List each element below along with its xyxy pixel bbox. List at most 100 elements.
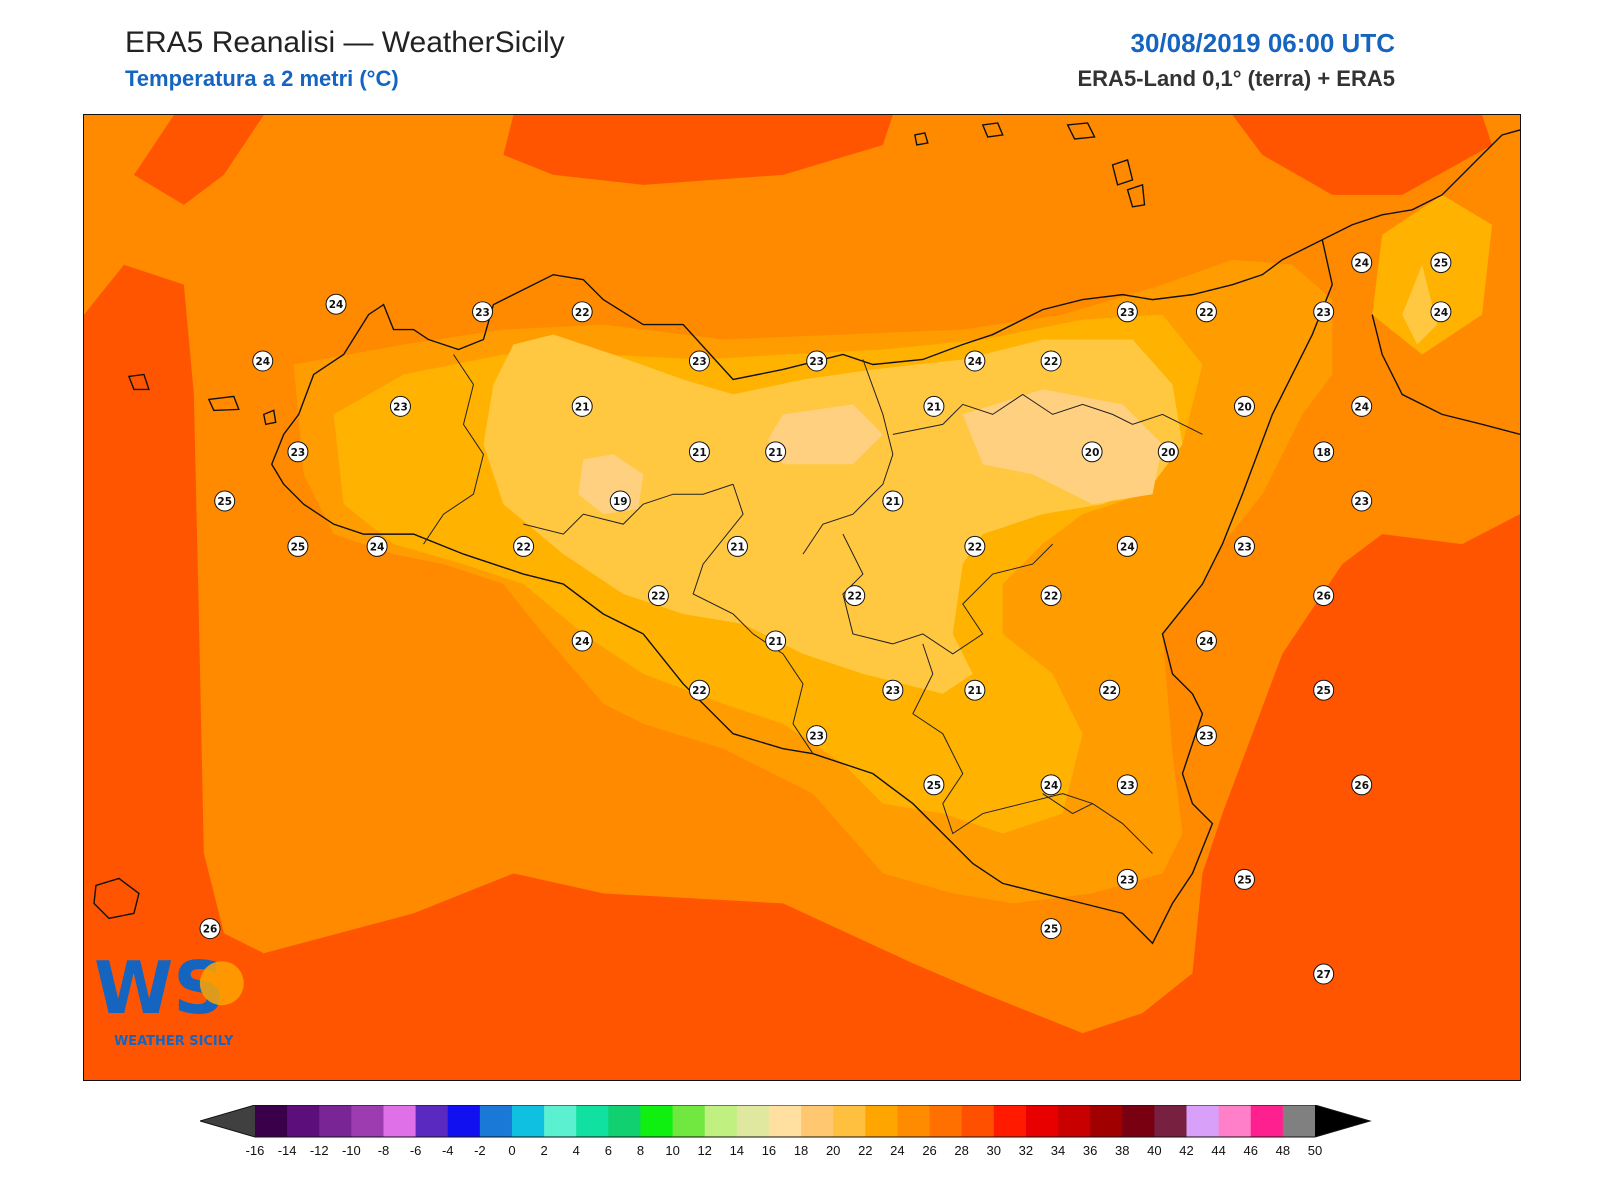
colorbar-swatch <box>576 1105 609 1137</box>
colorbar-swatch <box>1186 1105 1220 1137</box>
station-marker: 24 <box>964 350 986 372</box>
colorbar-swatch <box>1218 1105 1252 1137</box>
colorbar-tick-label: 46 <box>1244 1143 1258 1158</box>
station-dot <box>1313 441 1335 463</box>
colorbar-swatch <box>961 1105 995 1137</box>
station-marker: 25 <box>287 535 309 557</box>
station-marker: 22 <box>1040 585 1062 607</box>
station-marker: 25 <box>923 774 945 796</box>
station-marker: 24 <box>1430 301 1452 323</box>
station-dot <box>1116 774 1138 796</box>
colorbar-swatch <box>255 1105 288 1137</box>
station-value: 21 <box>768 447 783 459</box>
temperature-map[interactable]: 24 23 22 24 23 21 23 23 24 22 23 22 23 24 25 24 23 21 21 21… <box>84 115 1520 1080</box>
colorbar-swatch <box>351 1105 384 1137</box>
station-dot <box>688 679 710 701</box>
station-value: 22 <box>968 541 983 553</box>
station-dot <box>1157 441 1179 463</box>
map-title: ERA5 Reanalisi — WeatherSicily <box>125 26 565 59</box>
station-value: 20 <box>1085 447 1100 459</box>
border-agrigento-caltanissetta <box>782 653 814 754</box>
colorbar-swatch <box>319 1105 352 1137</box>
colorbar-swatch <box>544 1105 577 1137</box>
colorbar-swatch <box>1090 1105 1123 1137</box>
border-palermo-caltanissetta <box>692 484 784 655</box>
station-dot <box>252 350 274 372</box>
station-dot <box>472 301 494 323</box>
station-dot <box>1351 774 1373 796</box>
sea-warm-south <box>84 514 1520 1080</box>
station-value: 27 <box>1316 969 1331 981</box>
warm-pocket-ne <box>1372 194 1493 355</box>
station-value: 24 <box>1044 780 1059 792</box>
station-dot <box>1099 679 1121 701</box>
colorbar-tick-label: 50 <box>1308 1143 1322 1158</box>
station-value: 23 <box>886 685 901 697</box>
station-dot <box>688 441 710 463</box>
station-markers: 24 23 22 24 23 21 23 23 24 22 23 22 23 24 25 24 23 21 21 21… <box>199 252 1452 985</box>
colorbar-swatch <box>1282 1105 1316 1137</box>
station-value: 24 <box>1199 636 1214 648</box>
station-dot <box>647 585 669 607</box>
station-value: 23 <box>291 447 306 459</box>
calabria-outline <box>1321 129 1520 241</box>
station-marker: 23 <box>1195 725 1217 747</box>
station-dot <box>1116 868 1138 890</box>
station-marker: 22 <box>513 535 535 557</box>
station-dot <box>882 490 904 512</box>
colorbar-swatch <box>1025 1105 1059 1137</box>
station-dot <box>389 395 411 417</box>
station-dot <box>765 630 787 652</box>
station-value: 23 <box>1237 541 1252 553</box>
station-dot <box>1116 301 1138 323</box>
colorbar-tick-label: 14 <box>730 1143 744 1158</box>
colorbar-swatch <box>608 1105 641 1137</box>
station-marker: 26 <box>1351 774 1373 796</box>
station-value: 18 <box>1316 447 1331 459</box>
station-value: 23 <box>1120 874 1135 886</box>
station-marker: 22 <box>688 679 710 701</box>
station-dot <box>844 585 866 607</box>
station-dot <box>513 535 535 557</box>
colorbar-tick-label: 2 <box>540 1143 547 1158</box>
station-marker: 24 <box>252 350 274 372</box>
station-dot <box>214 490 236 512</box>
station-dot <box>964 350 986 372</box>
station-dot <box>325 293 347 315</box>
station-dot <box>609 490 631 512</box>
colorbar-tick-label: 28 <box>954 1143 968 1158</box>
colorbar-tick-label: 38 <box>1115 1143 1129 1158</box>
colorbar-tick-label: -6 <box>410 1143 422 1158</box>
station-marker: 21 <box>688 441 710 463</box>
station-value: 23 <box>692 356 707 368</box>
station-value: 23 <box>1199 731 1214 743</box>
station-dot <box>1351 395 1373 417</box>
station-dot <box>571 630 593 652</box>
station-marker: 20 <box>1081 441 1103 463</box>
colorbar-tick-label: -16 <box>246 1143 265 1158</box>
station-marker: 21 <box>571 395 593 417</box>
station-marker: 25 <box>1430 252 1452 274</box>
map-subtitle: Temperatura a 2 metri (°C) <box>125 66 399 91</box>
sea-warm-north-b <box>503 115 893 185</box>
station-dot <box>1195 630 1217 652</box>
border-ragusa-siracusa <box>1042 793 1153 854</box>
station-value: 24 <box>329 299 344 311</box>
station-marker: 24 <box>1351 252 1373 274</box>
station-dot <box>1313 963 1335 985</box>
station-marker: 22 <box>1099 679 1121 701</box>
station-marker: 22 <box>1040 350 1062 372</box>
colorbar-tick-label: 16 <box>762 1143 776 1158</box>
valid-time: 30/08/2019 06:00 UTC <box>1130 28 1395 58</box>
colorbar-swatch <box>1154 1105 1188 1137</box>
station-dot <box>1313 679 1335 701</box>
colorbar-tick-label: 20 <box>826 1143 840 1158</box>
colorbar-tick-label: 18 <box>794 1143 808 1158</box>
colorbar-swatch <box>833 1105 866 1137</box>
station-dot <box>1040 350 1062 372</box>
colorbar-frame <box>198 1104 1372 1138</box>
station-marker: 24 <box>325 293 347 315</box>
data-source: ERA5-Land 0,1° (terra) + ERA5 <box>1077 66 1396 91</box>
colorbar-tick-label: 36 <box>1083 1143 1097 1158</box>
map-panel[interactable]: 24 23 22 24 23 21 23 23 24 22 23 22 23 24 25 24 23 21 21 21… <box>83 114 1521 1081</box>
